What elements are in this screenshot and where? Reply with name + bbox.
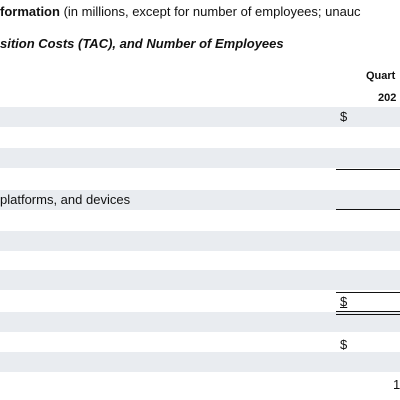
row-band	[0, 148, 400, 168]
currency-sign: $	[340, 294, 348, 309]
rule	[336, 311, 400, 312]
row-label: platforms, and devices	[0, 192, 131, 207]
title-bold: formation	[0, 4, 60, 19]
subtitle: sition Costs (TAC), and Number of Employ…	[0, 36, 284, 51]
rule	[336, 209, 400, 210]
title: formation (in millions, except for numbe…	[0, 4, 361, 20]
page-number: 1	[393, 377, 400, 392]
column-header: Quart	[366, 70, 396, 82]
rule	[336, 314, 400, 315]
column-year: 202	[378, 92, 397, 104]
currency-sign: $	[340, 337, 348, 352]
row-band	[0, 352, 400, 372]
rule	[336, 169, 400, 170]
row-band	[0, 190, 400, 210]
row-band	[0, 231, 400, 251]
rule	[336, 292, 400, 293]
row-band	[0, 107, 400, 127]
row-band	[0, 270, 400, 290]
title-rest: (in millions, except for number of emplo…	[63, 4, 361, 19]
currency-sign: $	[340, 109, 348, 124]
row-band	[0, 312, 400, 332]
